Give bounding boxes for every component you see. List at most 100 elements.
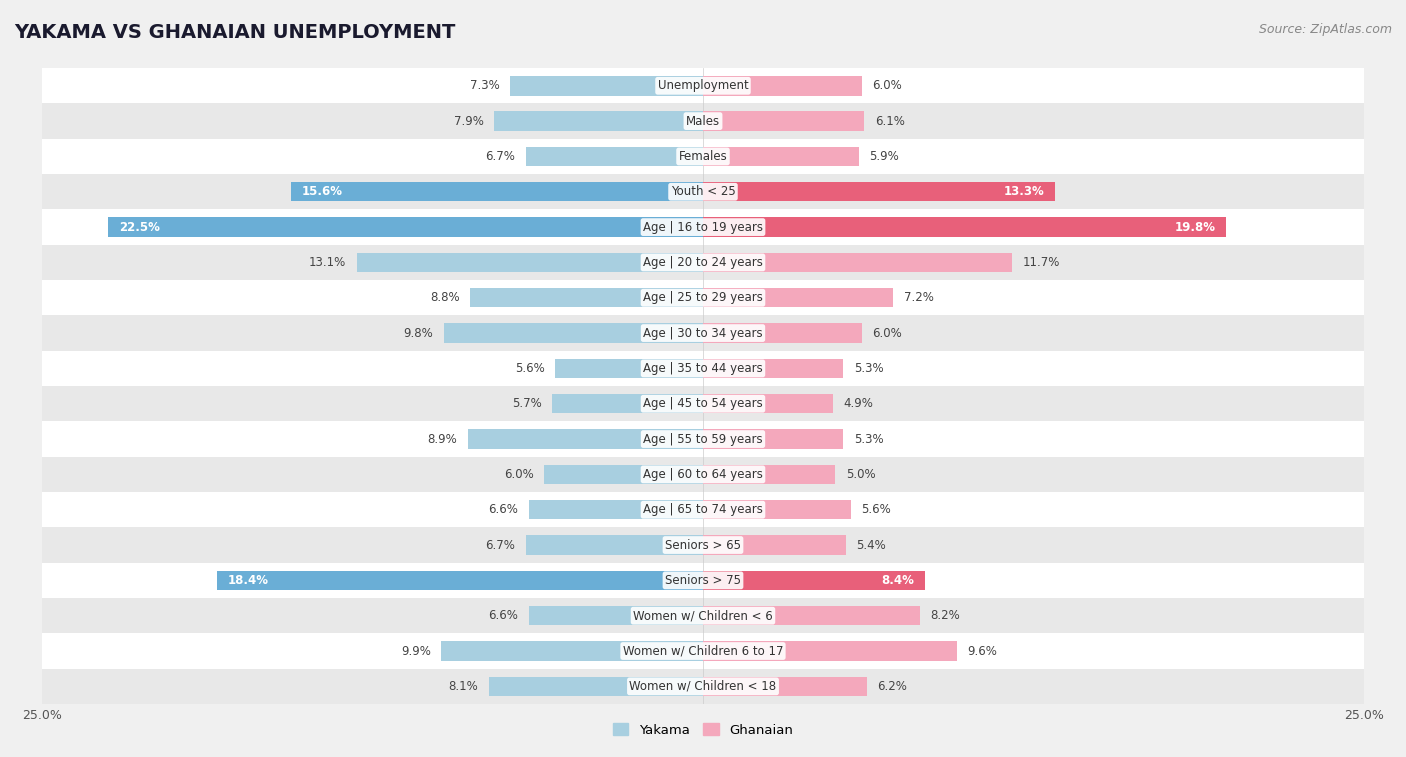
Bar — [703, 253, 1012, 272]
Text: 6.7%: 6.7% — [485, 538, 516, 552]
Text: 5.6%: 5.6% — [862, 503, 891, 516]
Text: 7.9%: 7.9% — [454, 114, 484, 128]
Text: 6.0%: 6.0% — [872, 326, 901, 340]
Text: Unemployment: Unemployment — [658, 79, 748, 92]
Bar — [357, 253, 703, 272]
Bar — [468, 429, 703, 449]
Text: Women w/ Children 6 to 17: Women w/ Children 6 to 17 — [623, 644, 783, 658]
Text: Women w/ Children < 18: Women w/ Children < 18 — [630, 680, 776, 693]
Text: Age | 30 to 34 years: Age | 30 to 34 years — [643, 326, 763, 340]
Text: Seniors > 75: Seniors > 75 — [665, 574, 741, 587]
Bar — [703, 147, 859, 166]
Bar — [42, 456, 1364, 492]
Bar — [489, 677, 703, 696]
Bar — [42, 104, 1364, 139]
Bar — [703, 182, 1054, 201]
Text: 5.0%: 5.0% — [846, 468, 876, 481]
Bar — [703, 465, 835, 484]
Bar — [703, 429, 844, 449]
Text: Age | 55 to 59 years: Age | 55 to 59 years — [643, 432, 763, 446]
Bar — [42, 386, 1364, 422]
Bar — [42, 316, 1364, 350]
Text: Age | 45 to 54 years: Age | 45 to 54 years — [643, 397, 763, 410]
Text: 6.6%: 6.6% — [488, 503, 517, 516]
Text: 4.9%: 4.9% — [844, 397, 873, 410]
Bar — [703, 677, 868, 696]
Bar — [42, 350, 1364, 386]
Bar — [444, 323, 703, 343]
Bar — [703, 571, 925, 590]
Text: 6.0%: 6.0% — [505, 468, 534, 481]
Bar — [703, 535, 846, 555]
Text: 6.2%: 6.2% — [877, 680, 907, 693]
Text: 5.7%: 5.7% — [512, 397, 541, 410]
Text: Age | 25 to 29 years: Age | 25 to 29 years — [643, 291, 763, 304]
Text: Age | 20 to 24 years: Age | 20 to 24 years — [643, 256, 763, 269]
Text: 6.7%: 6.7% — [485, 150, 516, 163]
Text: 11.7%: 11.7% — [1022, 256, 1060, 269]
Bar — [526, 535, 703, 555]
Text: 9.8%: 9.8% — [404, 326, 433, 340]
Text: Age | 16 to 19 years: Age | 16 to 19 years — [643, 220, 763, 234]
Text: 5.4%: 5.4% — [856, 538, 886, 552]
Text: 13.3%: 13.3% — [1004, 185, 1045, 198]
Bar — [553, 394, 703, 413]
Bar — [703, 500, 851, 519]
Text: 8.8%: 8.8% — [430, 291, 460, 304]
Text: Age | 60 to 64 years: Age | 60 to 64 years — [643, 468, 763, 481]
Text: Women w/ Children < 6: Women w/ Children < 6 — [633, 609, 773, 622]
Bar — [42, 174, 1364, 210]
Text: 5.3%: 5.3% — [853, 362, 883, 375]
Bar — [42, 528, 1364, 562]
Text: 13.1%: 13.1% — [309, 256, 346, 269]
Bar — [42, 668, 1364, 704]
Text: 7.2%: 7.2% — [904, 291, 934, 304]
Text: 9.9%: 9.9% — [401, 644, 430, 658]
Text: Males: Males — [686, 114, 720, 128]
Bar — [703, 606, 920, 625]
Bar — [42, 598, 1364, 634]
Bar — [703, 359, 844, 378]
Bar — [703, 76, 862, 95]
Bar — [703, 394, 832, 413]
Text: Source: ZipAtlas.com: Source: ZipAtlas.com — [1258, 23, 1392, 36]
Text: Age | 65 to 74 years: Age | 65 to 74 years — [643, 503, 763, 516]
Bar — [42, 210, 1364, 245]
Bar — [703, 641, 956, 661]
Bar — [441, 641, 703, 661]
Legend: Yakama, Ghanaian: Yakama, Ghanaian — [607, 718, 799, 742]
Text: 6.1%: 6.1% — [875, 114, 904, 128]
Text: Females: Females — [679, 150, 727, 163]
Bar — [510, 76, 703, 95]
Bar — [42, 634, 1364, 668]
Bar — [217, 571, 703, 590]
Bar — [291, 182, 703, 201]
Text: YAKAMA VS GHANAIAN UNEMPLOYMENT: YAKAMA VS GHANAIAN UNEMPLOYMENT — [14, 23, 456, 42]
Bar — [494, 111, 703, 131]
Bar — [529, 500, 703, 519]
Text: 9.6%: 9.6% — [967, 644, 997, 658]
Text: 22.5%: 22.5% — [120, 220, 160, 234]
Text: 8.1%: 8.1% — [449, 680, 478, 693]
Bar — [42, 139, 1364, 174]
Bar — [526, 147, 703, 166]
Bar — [544, 465, 703, 484]
Text: 18.4%: 18.4% — [228, 574, 269, 587]
Bar — [703, 288, 893, 307]
Text: 7.3%: 7.3% — [470, 79, 499, 92]
Bar — [42, 245, 1364, 280]
Bar — [42, 280, 1364, 316]
Bar — [703, 217, 1226, 237]
Text: 19.8%: 19.8% — [1175, 220, 1216, 234]
Bar — [529, 606, 703, 625]
Bar — [42, 68, 1364, 104]
Bar — [42, 562, 1364, 598]
Text: 5.6%: 5.6% — [515, 362, 544, 375]
Bar — [471, 288, 703, 307]
Text: 6.0%: 6.0% — [872, 79, 901, 92]
Bar — [703, 323, 862, 343]
Text: Age | 35 to 44 years: Age | 35 to 44 years — [643, 362, 763, 375]
Text: Seniors > 65: Seniors > 65 — [665, 538, 741, 552]
Text: Youth < 25: Youth < 25 — [671, 185, 735, 198]
Text: 8.4%: 8.4% — [882, 574, 914, 587]
